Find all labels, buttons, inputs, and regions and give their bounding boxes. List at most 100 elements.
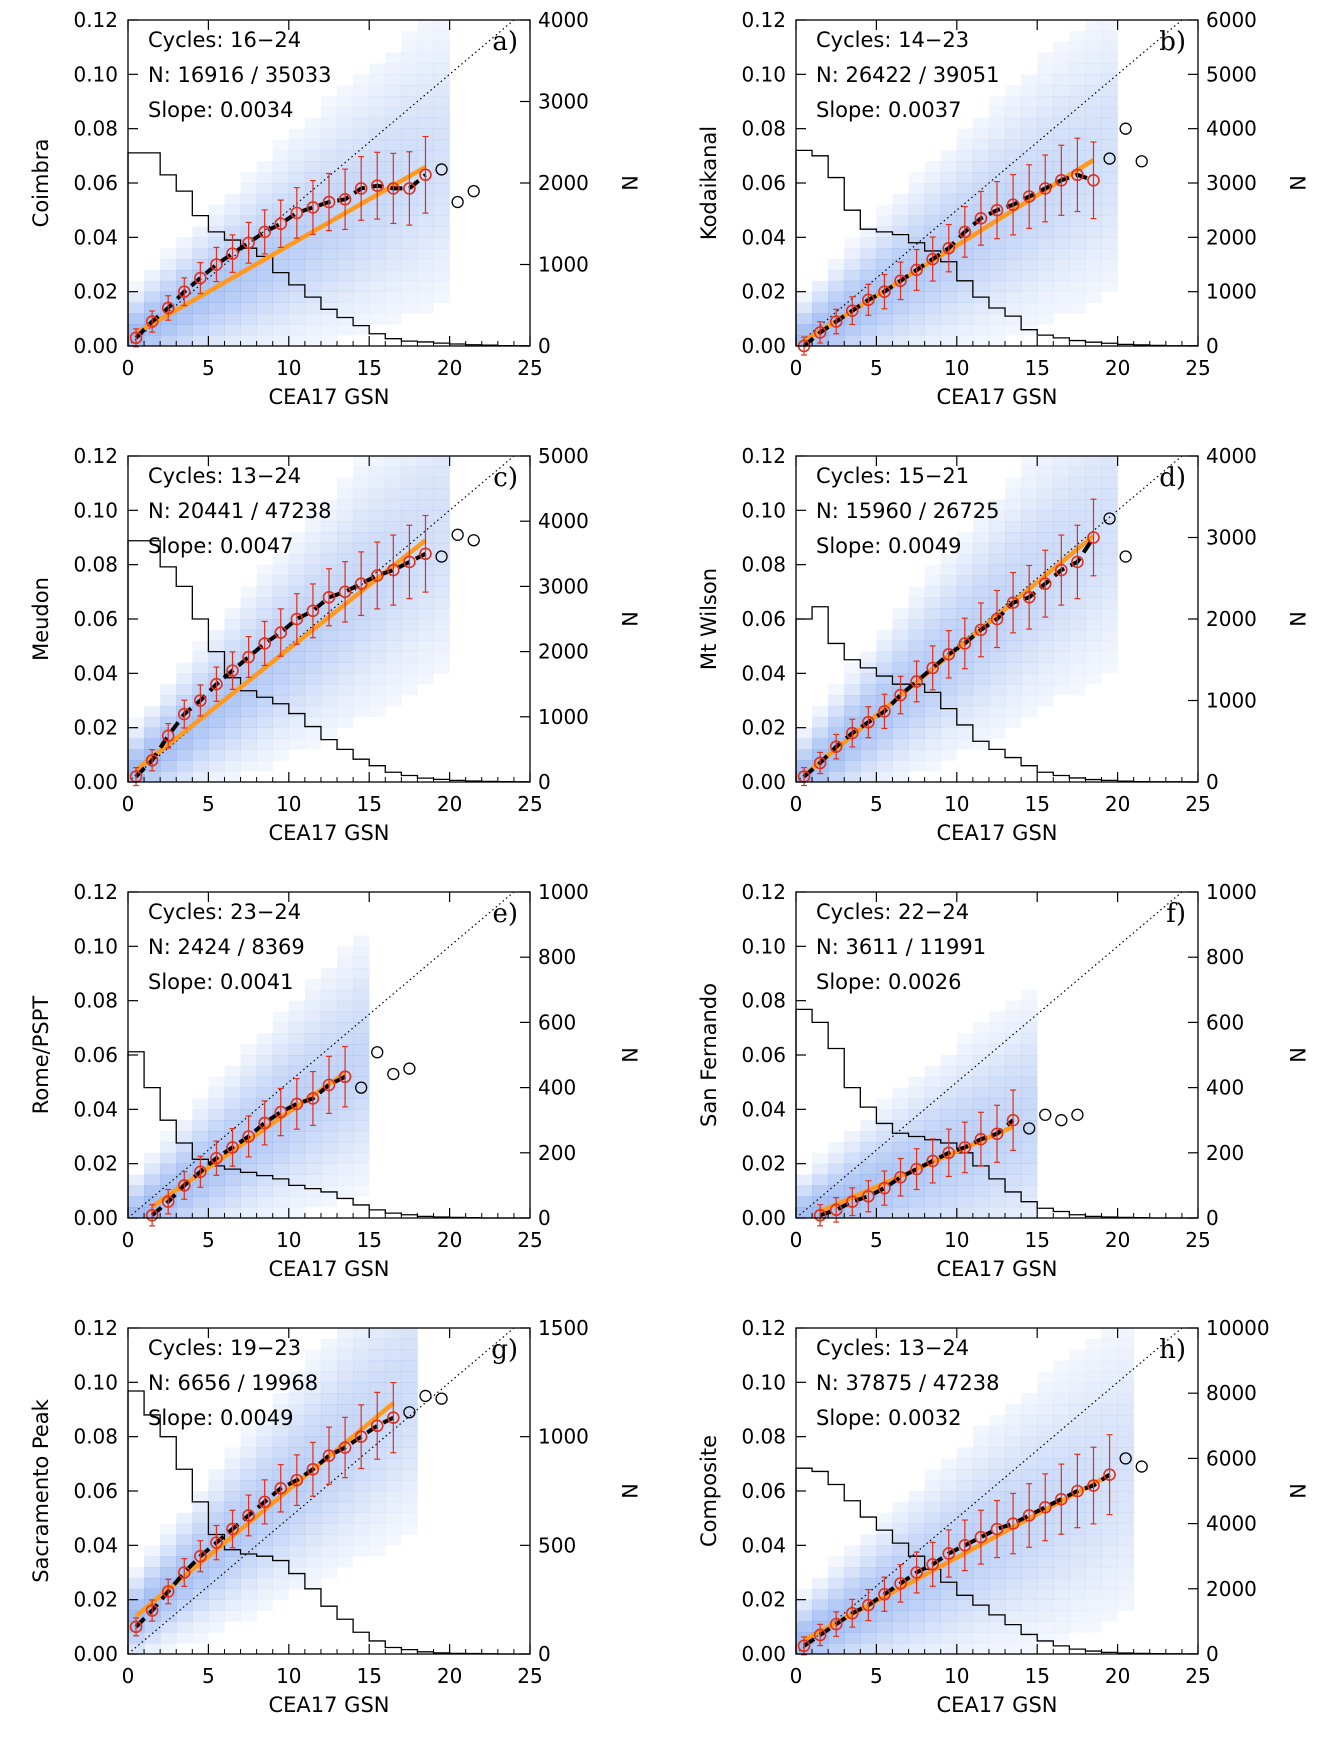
density-cell [353,1098,370,1110]
density-cell [401,248,418,260]
density-cell [1053,302,1070,314]
density-cell [144,1174,161,1186]
density-cell [908,1501,925,1514]
density-cell [1053,96,1070,108]
density-cell [956,597,974,609]
density-cell [433,96,450,108]
density-cell [1053,1632,1070,1644]
density-cell [828,1577,845,1590]
density-cell [988,1567,1006,1579]
mean-point [862,1598,875,1612]
density-cell [256,1065,274,1078]
density-cell [304,1534,322,1546]
density-cell [385,1501,402,1514]
mean-point [419,168,432,182]
density-cell [908,193,925,206]
density-cell [1037,629,1054,642]
density-cell [369,488,386,500]
mean-point [910,1566,923,1579]
density-cell [256,716,274,728]
density-cell [385,313,402,325]
density-cell [1021,1011,1038,1023]
density-cell [796,302,813,314]
density-cell [337,313,354,325]
density-cell [1069,477,1086,489]
density-cell [1021,280,1038,292]
x-axis-label: CEA17 GSN [936,385,1057,409]
density-cell [860,313,877,325]
density-cell [1021,313,1038,325]
density-cell [401,117,418,129]
density-cell [272,749,290,761]
density-cell [224,760,241,772]
density-cell [353,1174,370,1186]
x-tick-label: 0 [790,792,803,816]
density-cell [1005,324,1022,336]
density-cell [224,727,241,739]
density-cell [272,1523,290,1535]
density-cell [288,1382,306,1394]
density-cell [208,771,225,783]
density-cell [876,1131,893,1143]
density-cell [988,684,1006,696]
mean-point [226,664,239,677]
density-cell [1037,63,1054,75]
density-cell [796,760,813,772]
density-cell [256,1185,274,1197]
density-cell [844,324,861,336]
density-cell [972,313,990,325]
density-cell [401,1349,418,1361]
density-cell [401,1393,418,1405]
density-cell [353,1523,370,1535]
density-cell [304,1404,322,1416]
density-cell [924,193,942,206]
mean-point [813,1208,827,1222]
y-tick-label: 0.02 [741,280,786,304]
mean-point [242,650,255,664]
density-cell [240,269,257,282]
density-cell [240,291,257,303]
density-cell [924,161,942,173]
y2-tick-label: 4000 [538,509,589,533]
x-tick-label: 10 [276,356,301,380]
density-cell [860,226,877,238]
density-cell [988,324,1006,336]
density-cell [128,1577,145,1590]
density-cell [288,1534,306,1546]
density-cell [1021,259,1038,271]
density-cell [1085,1534,1102,1546]
density-cell [176,1207,193,1219]
density-cell [208,1076,225,1088]
density-cell [1101,1610,1118,1622]
density-cell [844,1545,861,1557]
y2-tick-label: 6000 [1206,8,1257,32]
density-cell [337,532,354,544]
density-cell [1101,85,1118,97]
density-cell [1021,1447,1038,1459]
x-tick-label: 15 [1024,792,1049,816]
outlier-point [1119,1452,1132,1465]
density-cell [304,738,322,750]
density-cell [1037,510,1054,522]
density-cell [844,248,861,260]
density-cell [876,204,893,216]
density-cell [369,1501,386,1514]
density-cell [940,586,958,598]
density-cell [304,1044,322,1056]
density-cell [988,248,1006,260]
outlier-point [1103,512,1116,525]
density-cell [1037,1371,1054,1383]
density-cell [1085,226,1102,238]
density-cell [940,1087,958,1099]
density-cell [176,684,193,696]
density-cell [144,1621,161,1633]
density-cell [256,705,274,718]
density-cell [417,117,434,129]
density-cell [256,1196,274,1208]
density-cell [972,727,990,739]
density-cell [176,738,193,750]
density-cell [224,280,241,292]
density-cell [192,1185,209,1197]
density-cell [353,1382,370,1394]
density-cell [192,1141,209,1154]
